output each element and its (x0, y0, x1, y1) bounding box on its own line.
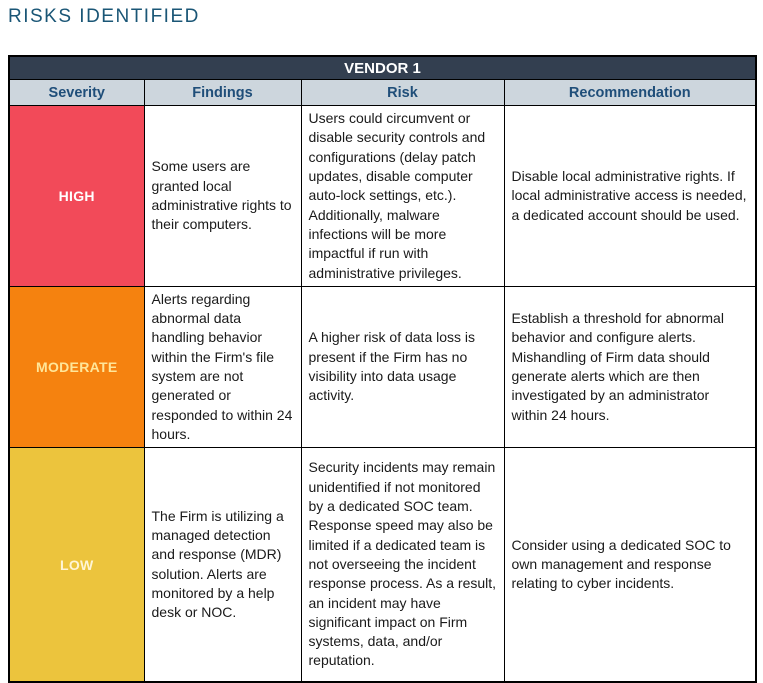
findings-cell-moderate: Alerts regarding abnormal data handling … (143, 285, 302, 449)
recommendation-cell-low: Consider using a dedicated SOC to own ma… (503, 447, 757, 683)
table-row-high: HIGH Some users are granted local admini… (8, 105, 757, 287)
column-header-severity: Severity (8, 79, 145, 106)
recommendation-cell-high: Disable local administrative rights. If … (503, 105, 757, 287)
page-title: RISKS IDENTIFIED (8, 6, 200, 27)
risk-cell-moderate: A higher risk of data loss is present if… (300, 285, 505, 449)
table-row-low: LOW The Firm is utilizing a managed dete… (8, 447, 757, 683)
risks-table: VENDOR 1 Severity Findings Risk Recommen… (8, 55, 757, 683)
risk-cell-low: Security incidents may remain unidentifi… (300, 447, 505, 683)
vendor-header-row: VENDOR 1 (8, 55, 757, 80)
severity-cell-moderate: MODERATE (8, 285, 145, 449)
severity-cell-low: LOW (8, 447, 145, 683)
findings-cell-high: Some users are granted local administrat… (143, 105, 302, 287)
table-row-moderate: MODERATE Alerts regarding abnormal data … (8, 285, 757, 449)
severity-cell-high: HIGH (8, 105, 145, 287)
risk-cell-high: Users could circumvent or disable securi… (300, 105, 505, 287)
vendor-header: VENDOR 1 (8, 55, 757, 80)
findings-cell-low: The Firm is utilizing a managed detectio… (143, 447, 302, 683)
column-header-risk: Risk (300, 79, 505, 106)
recommendation-cell-moderate: Establish a threshold for abnormal behav… (503, 285, 757, 449)
column-header-recommendation: Recommendation (503, 79, 757, 106)
column-header-row: Severity Findings Risk Recommendation (8, 79, 757, 106)
column-header-findings: Findings (143, 79, 302, 106)
